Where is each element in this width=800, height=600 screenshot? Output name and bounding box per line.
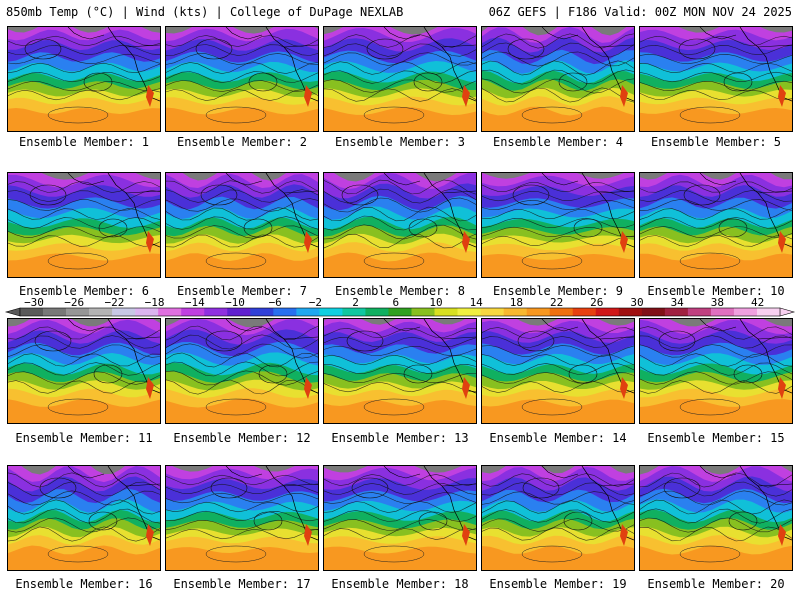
ensemble-member-map (639, 465, 793, 571)
ensemble-member-map (481, 26, 635, 132)
colorbar-swatch (66, 308, 90, 316)
colorbar-tick-label: 42 (751, 296, 764, 309)
ensemble-member-label: Ensemble Member: 13 (331, 431, 469, 445)
colorbar-swatch (388, 308, 412, 316)
ensemble-member-label: Ensemble Member: 17 (173, 577, 311, 591)
colorbar-swatch (687, 308, 712, 316)
ensemble-member-label: Ensemble Member: 9 (492, 284, 624, 298)
colorbar-tick-label: −6 (269, 296, 282, 309)
colorbar-swatch (43, 308, 67, 316)
colorbar-swatch (89, 308, 113, 316)
ensemble-member-label: Ensemble Member: 7 (176, 284, 308, 298)
colorbar-tick-label: 2 (352, 296, 359, 309)
ensemble-member-map (165, 465, 319, 571)
ensemble-member-map (639, 26, 793, 132)
colorbar-tick-label: −2 (309, 296, 322, 309)
ensemble-member-label: Ensemble Member: 1 (18, 135, 150, 149)
colorbar-swatch (480, 308, 504, 316)
colorbar-swatch (710, 308, 735, 316)
ensemble-member-label: Ensemble Member: 20 (647, 577, 785, 591)
colorbar-swatch (319, 308, 343, 316)
colorbar-swatch (595, 308, 620, 316)
colorbar-swatch (250, 308, 274, 316)
ensemble-member-map (481, 465, 635, 571)
ensemble-member-map (7, 318, 161, 424)
colorbar-swatch (296, 308, 320, 316)
colorbar-swatch (618, 308, 643, 316)
ensemble-member-map (7, 465, 161, 571)
colorbar-tick-label: 26 (590, 296, 603, 309)
ensemble-member-label: Ensemble Member: 2 (176, 135, 308, 149)
colorbar-tick-label: 18 (510, 296, 523, 309)
colorbar-tick-label: −22 (104, 296, 124, 309)
colorbar-max-cap (779, 307, 796, 317)
colorbar-swatch (664, 308, 689, 316)
ensemble-member-label: Ensemble Member: 16 (15, 577, 153, 591)
colorbar-tick-label: −26 (64, 296, 84, 309)
ensemble-member-map (639, 172, 793, 278)
colorbar-swatch (365, 308, 389, 316)
ensemble-member-map (323, 26, 477, 132)
ensemble-member-map (481, 318, 635, 424)
ensemble-member-label: Ensemble Member: 10 (647, 284, 785, 298)
colorbar-swatch (181, 308, 205, 316)
ensemble-member-map (7, 172, 161, 278)
colorbar-swatch (641, 308, 666, 316)
ensemble-member-label: Ensemble Member: 18 (331, 577, 469, 591)
ensemble-member-label: Ensemble Member: 3 (334, 135, 466, 149)
colorbar-tick-label: 34 (671, 296, 685, 309)
ensemble-member-map (165, 26, 319, 132)
ensemble-member-map (165, 172, 319, 278)
ensemble-member-label: Ensemble Member: 19 (489, 577, 627, 591)
colorbar-swatch (457, 308, 481, 316)
ensemble-member-map (639, 318, 793, 424)
colorbar-tick-label: 22 (550, 296, 563, 309)
colorbar-min-cap (4, 307, 21, 317)
ensemble-member-label: Ensemble Member: 11 (15, 431, 153, 445)
temperature-colorbar: −30 −26 −22 −18 −14 −10 −6 −2 2 6 10 14 18 22 26 30 34 38… (4, 296, 796, 317)
colorbar-tick-label: −10 (225, 296, 245, 309)
ensemble-member-map (165, 318, 319, 424)
colorbar-swatch (733, 308, 758, 316)
colorbar-swatch (112, 308, 136, 316)
ensemble-member-label: Ensemble Member: 15 (647, 431, 785, 445)
ensemble-member-label: Ensemble Member: 6 (18, 284, 150, 298)
ensemble-member-map (323, 318, 477, 424)
colorbar-swatch (204, 308, 228, 316)
colorbar-tick-label: −14 (185, 296, 205, 309)
ensemble-member-label: Ensemble Member: 12 (173, 431, 311, 445)
colorbar-tick-label: 6 (392, 296, 399, 309)
colorbar-swatch (20, 308, 44, 316)
ensemble-member-map (7, 26, 161, 132)
ensemble-member-label: Ensemble Member: 5 (650, 135, 782, 149)
colorbar-swatch (411, 308, 435, 316)
colorbar-tick-label: −18 (145, 296, 165, 309)
colorbar-swatch (434, 308, 458, 316)
colorbar-swatch (526, 308, 550, 316)
ensemble-member-map (481, 172, 635, 278)
header-title: 850mb Temp (°C) | Wind (kts) | College o… (6, 5, 404, 19)
colorbar-swatch (549, 308, 574, 316)
colorbar-swatch (572, 308, 597, 316)
colorbar-swatch (135, 308, 159, 316)
colorbar-swatch (342, 308, 366, 316)
colorbar-tick-label: 10 (429, 296, 442, 309)
header-run-info: 06Z GEFS | F186 Valid: 00Z MON NOV 24 20… (488, 5, 792, 19)
ensemble-member-map (323, 172, 477, 278)
colorbar-swatch (756, 308, 781, 316)
ensemble-member-label: Ensemble Member: 14 (489, 431, 627, 445)
ensemble-member-map (323, 465, 477, 571)
colorbar-tick-label: 38 (711, 296, 724, 309)
ensemble-member-label: Ensemble Member: 4 (492, 135, 624, 149)
colorbar-tick-label: 30 (630, 296, 643, 309)
colorbar-swatch (158, 308, 182, 316)
colorbar-swatch (227, 308, 251, 316)
colorbar-swatch (273, 308, 297, 316)
colorbar-swatch (503, 308, 527, 316)
colorbar-tick-label: −30 (24, 296, 44, 309)
colorbar-tick-label: 14 (470, 296, 484, 309)
ensemble-member-label: Ensemble Member: 8 (334, 284, 466, 298)
